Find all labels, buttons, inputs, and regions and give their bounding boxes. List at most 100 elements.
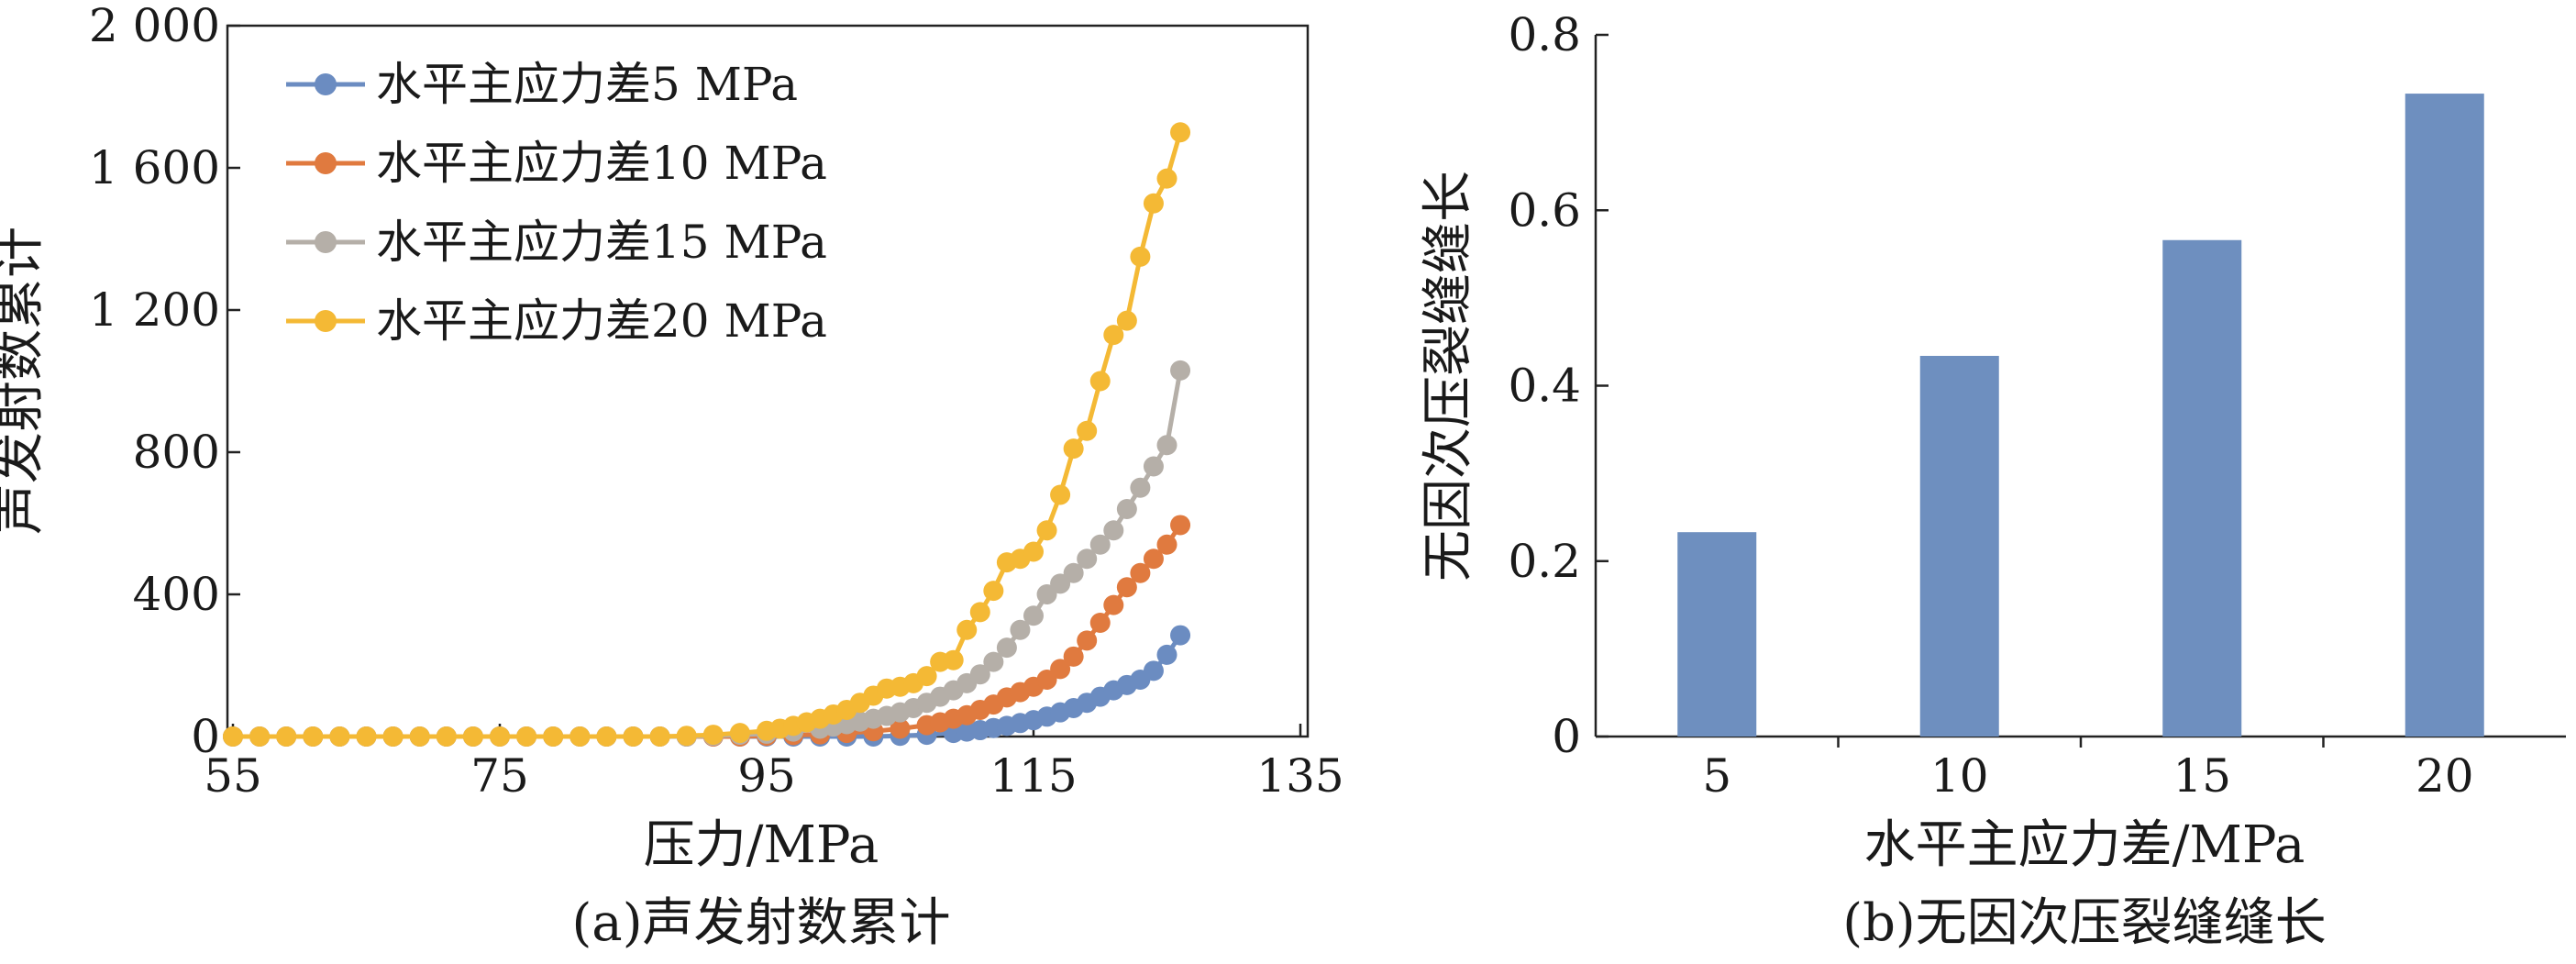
panel-a-data-point <box>462 726 483 747</box>
panel-a-data-point <box>956 619 978 640</box>
panel-b-bar <box>2162 239 2242 737</box>
panel-a-data-point <box>1156 435 1177 456</box>
panel-a-legend: 水平主应力差5 MPa 水平主应力差10 MPa 水平主应力差15 MPa 水平主应力… <box>286 58 827 348</box>
panel-a-data-point <box>356 726 377 747</box>
panel-b-x-axis-title: 水平主应力差/MPa <box>1864 815 2305 875</box>
panel-a-y-tick-label: 400 <box>133 568 220 621</box>
panel-b-y-tick-label: 0.6 <box>1508 183 1581 237</box>
panel-a-data-point <box>983 581 1004 602</box>
panel-a-data-point <box>1156 534 1177 555</box>
panel-a-data-point <box>1023 541 1044 562</box>
panel-b-bars-group <box>1677 94 2484 737</box>
panel-a-line-chart: 0 400 800 1 200 1 600 2 000 55 75 95 115 135 水平主应… <box>0 0 1344 953</box>
panel-b-x-tick-label: 5 <box>1702 749 1731 803</box>
panel-a-legend-item-2: 水平主应力差10 MPa <box>286 137 827 190</box>
panel-a-data-point <box>649 726 670 747</box>
panel-a-legend-marker <box>315 152 337 174</box>
panel-a-y-tick-label: 0 <box>191 710 220 763</box>
panel-a-legend-label: 水平主应力差15 MPa <box>376 216 827 269</box>
panel-a-data-point <box>1089 534 1111 555</box>
panel-a-y-axis-title: 声发射数累计 <box>0 227 50 535</box>
panel-a-data-point <box>1010 619 1031 640</box>
panel-b-bar <box>2405 94 2484 737</box>
panel-a-data-point <box>943 649 964 670</box>
panel-a-data-point <box>702 725 724 746</box>
panel-b-x-axis: 5 10 15 20 <box>1702 737 2474 803</box>
panel-a-plot-frame <box>226 24 1310 738</box>
panel-a-data-point <box>516 726 537 747</box>
panel-a-data-point <box>1170 360 1191 381</box>
panel-b-y-axis-title: 无因次压裂缝缝长 <box>1419 171 1478 582</box>
panel-a-x-axis: 55 75 95 115 135 <box>204 724 1344 803</box>
panel-b-y-axis: 0 0.2 0.4 0.6 0.8 <box>1508 8 1609 763</box>
panel-a-data-point <box>303 726 324 747</box>
panel-a-legend-label: 水平主应力差10 MPa <box>376 137 827 190</box>
panel-a-data-point <box>1156 168 1177 189</box>
panel-a-x-tick-label: 95 <box>737 749 796 803</box>
panel-a-data-point <box>1063 646 1084 667</box>
panel-b-caption: (b)无因次压裂缝缝长 <box>1842 893 2327 953</box>
panel-a-data-point <box>1050 484 1071 505</box>
panel-a-x-axis-title: 压力/MPa <box>644 815 879 875</box>
panel-a-data-point <box>1170 515 1191 536</box>
panel-a-data-point <box>1116 499 1137 519</box>
panel-a-data-point <box>1089 371 1111 392</box>
panel-a-data-point <box>623 726 644 747</box>
panel-b-y-tick-label: 0.8 <box>1508 8 1581 61</box>
panel-a-data-point <box>1130 562 1151 583</box>
panel-a-legend-marker <box>315 73 337 95</box>
panel-a-data-point <box>1130 477 1151 498</box>
panel-a-caption: (a)声发射数累计 <box>571 893 950 953</box>
panel-a-series-group <box>223 122 1191 747</box>
panel-a-data-point <box>409 726 430 747</box>
panel-a-data-point <box>1077 420 1098 441</box>
panel-a-legend-marker <box>315 231 337 253</box>
panel-a-data-point <box>890 718 911 739</box>
panel-a-data-point <box>276 726 297 747</box>
panel-a-data-point <box>1116 310 1137 331</box>
panel-a-y-axis: 0 400 800 1 200 1 600 2 000 <box>89 0 240 763</box>
panel-b-y-tick-label: 0 <box>1552 710 1581 763</box>
panel-a-legend-label: 水平主应力差5 MPa <box>376 58 798 111</box>
panel-a-data-point <box>223 726 243 747</box>
panel-b-x-tick-label: 20 <box>2416 749 2474 803</box>
panel-b-x-tick-label: 10 <box>1930 749 1989 803</box>
panel-b-x-tick-label: 15 <box>2172 749 2231 803</box>
panel-b-bar-chart: 0 0.2 0.4 0.6 0.8 5 10 15 20 无因次压裂缝缝长 水平主应力差/MP… <box>1419 8 2566 953</box>
panel-a-data-point <box>249 726 271 747</box>
panel-a-x-tick-label: 135 <box>1256 749 1343 803</box>
panel-a-data-point <box>1077 630 1098 651</box>
panel-a-data-point <box>1170 625 1191 646</box>
panel-a-series-4 <box>223 122 1191 747</box>
panel-a-y-tick-label: 1 200 <box>89 283 220 337</box>
panel-a-y-tick-label: 1 600 <box>89 141 220 194</box>
panel-a-legend-item-1: 水平主应力差5 MPa <box>286 58 798 111</box>
panel-a-data-point <box>1156 644 1177 665</box>
panel-a-y-tick-label: 800 <box>133 426 220 479</box>
panel-b-bar <box>1677 532 1757 737</box>
panel-a-data-point <box>983 651 1004 672</box>
panel-a-legend-item-4: 水平主应力差20 MPa <box>286 294 827 348</box>
panel-a-y-tick-label: 2 000 <box>89 0 220 52</box>
panel-a-data-point <box>676 726 697 747</box>
panel-a-data-point <box>1063 562 1084 583</box>
panel-a-x-tick-label: 75 <box>470 749 529 803</box>
panel-a-data-point <box>1130 246 1151 267</box>
panel-a-data-point <box>382 726 404 747</box>
panel-a-data-point <box>996 637 1017 659</box>
panel-a-data-point <box>1143 456 1164 477</box>
panel-a-data-point <box>569 726 591 747</box>
panel-a-data-point <box>1143 193 1164 214</box>
panel-a-data-point <box>596 726 617 747</box>
panel-a-legend-item-3: 水平主应力差15 MPa <box>286 216 827 269</box>
panel-a-data-point <box>1143 548 1164 570</box>
panel-b-y-tick-label: 0.2 <box>1508 535 1581 588</box>
panel-a-data-point <box>1089 613 1111 633</box>
panel-a-data-point <box>1170 122 1191 143</box>
panel-a-data-point <box>1103 594 1124 615</box>
panel-a-legend-marker <box>315 310 337 332</box>
panel-a-data-point <box>729 723 750 744</box>
panel-a-data-point <box>1063 438 1084 460</box>
panel-a-x-tick-label: 115 <box>989 749 1077 803</box>
